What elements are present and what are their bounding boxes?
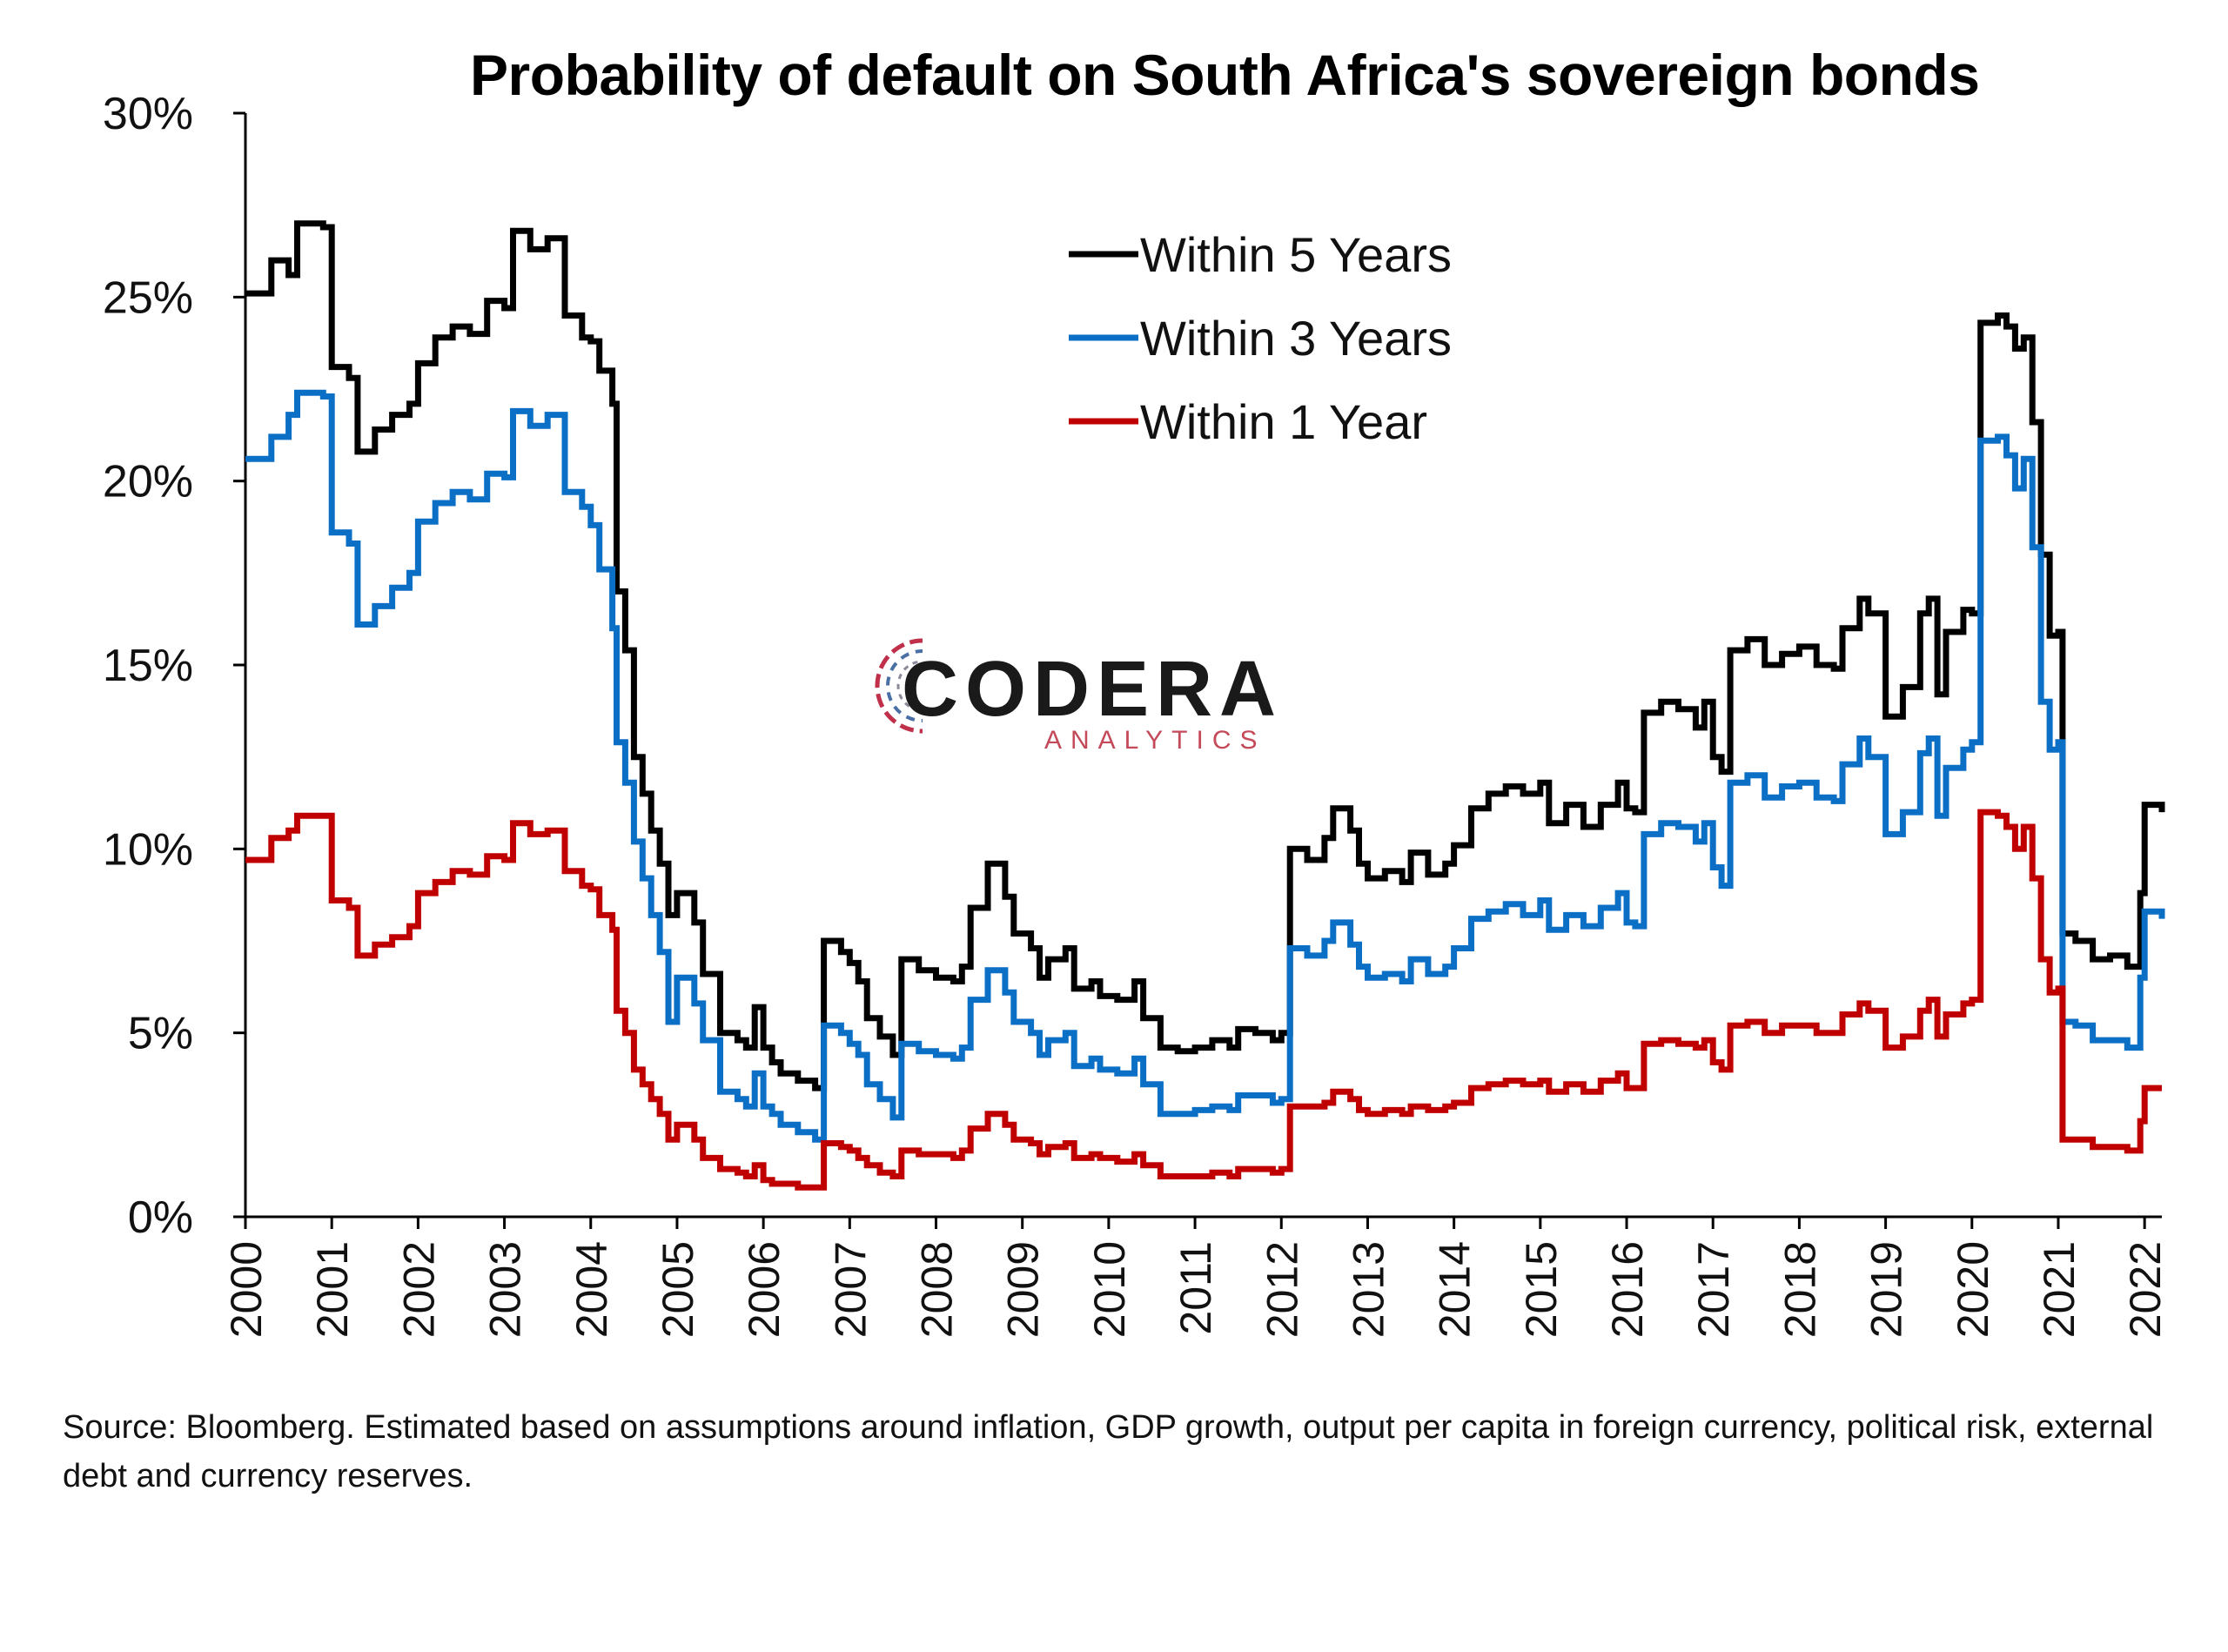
series-line-3 bbox=[245, 809, 2162, 1191]
y-tick-label: 15% bbox=[103, 641, 193, 691]
x-tick-label: 2013 bbox=[1344, 1241, 1392, 1338]
x-tick-label: 2002 bbox=[394, 1241, 443, 1338]
x-tick-label: 2008 bbox=[913, 1241, 962, 1338]
chart-title: Probability of default on South Africa's… bbox=[470, 43, 1980, 107]
x-tick-label: 2007 bbox=[826, 1241, 875, 1338]
logo-subtitle: ANALYTICS bbox=[1044, 726, 1266, 755]
legend-label: Within 3 Years bbox=[1140, 311, 1452, 366]
y-tick-label: 25% bbox=[103, 272, 193, 323]
x-tick-label: 2006 bbox=[740, 1241, 789, 1338]
logo-mark bbox=[875, 635, 975, 740]
legend-label: Within 5 Years bbox=[1140, 227, 1452, 282]
legend: Within 5 Years Within 3 Years Within 1 Yea… bbox=[1069, 227, 1452, 449]
x-tick-label: 2020 bbox=[1949, 1241, 1997, 1338]
y-axis-ticks: 0% 5% 10% 15% 20% 25% 30% bbox=[103, 89, 245, 1243]
series-line-2 bbox=[245, 389, 2165, 1143]
x-tick-label: 2017 bbox=[1689, 1241, 1738, 1338]
x-axis-ticks: 2000 2001 2002 2003 2004 2005 2006 2007 2008 2009… bbox=[222, 1217, 2170, 1338]
series-lines bbox=[245, 220, 2165, 1191]
y-tick-label: 30% bbox=[103, 89, 193, 139]
x-tick-label: 2021 bbox=[2035, 1241, 2084, 1338]
codera-logo: CODERA ANALYTICS bbox=[875, 635, 1283, 755]
y-tick-label: 5% bbox=[128, 1009, 193, 1059]
x-tick-label: 2011 bbox=[1171, 1241, 1220, 1335]
source-note: Source: Bloomberg. Estimated based on as… bbox=[63, 1409, 2154, 1494]
x-tick-label: 2012 bbox=[1258, 1241, 1306, 1338]
x-tick-label: 2001 bbox=[308, 1241, 357, 1338]
x-tick-label: 2004 bbox=[567, 1241, 616, 1338]
y-tick-label: 20% bbox=[103, 457, 193, 507]
logo-wordmark: CODERA bbox=[902, 646, 1283, 733]
series-line-1 bbox=[245, 220, 2165, 1091]
x-tick-label: 2018 bbox=[1775, 1241, 1824, 1338]
x-tick-label: 2010 bbox=[1085, 1241, 1134, 1338]
x-tick-label: 2019 bbox=[1862, 1241, 1911, 1338]
x-tick-label: 2003 bbox=[481, 1241, 530, 1338]
legend-label: Within 1 Year bbox=[1140, 394, 1427, 449]
x-tick-label: 2014 bbox=[1431, 1241, 1480, 1338]
x-tick-label: 2009 bbox=[999, 1241, 1048, 1338]
x-tick-label: 2022 bbox=[2121, 1241, 2170, 1338]
x-tick-label: 2000 bbox=[222, 1241, 271, 1338]
x-tick-label: 2015 bbox=[1517, 1241, 1566, 1338]
y-tick-label: 0% bbox=[128, 1192, 193, 1243]
y-tick-label: 10% bbox=[103, 824, 193, 875]
x-tick-label: 2016 bbox=[1603, 1241, 1652, 1338]
x-tick-label: 2005 bbox=[654, 1241, 702, 1338]
